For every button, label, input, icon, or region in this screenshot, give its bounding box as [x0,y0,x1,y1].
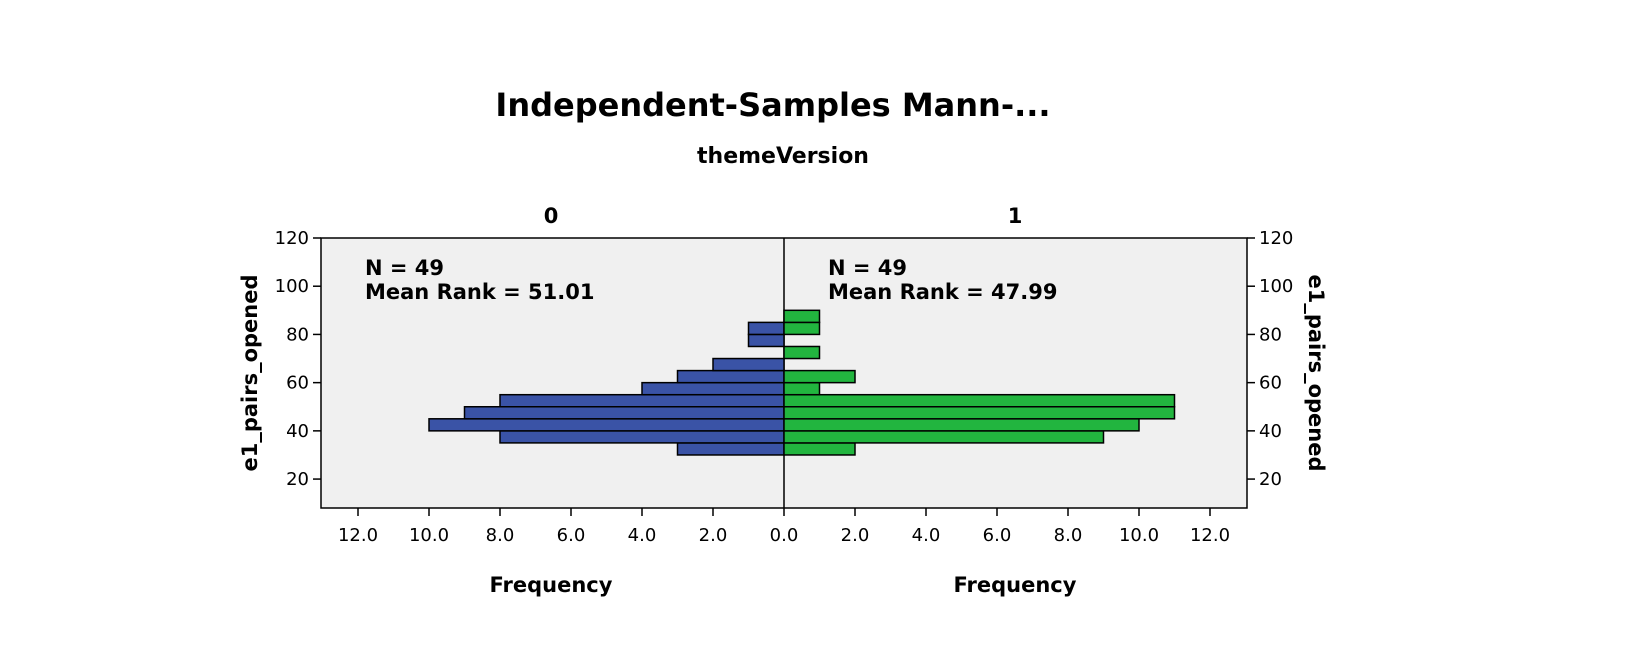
x-tick-label: 4.0 [628,525,657,546]
bars-layer [428,309,1176,456]
x-tick-label: 6.0 [557,525,586,546]
x-tick-label: 6.0 [983,525,1012,546]
chart-title: Independent-Samples Mann-... [495,86,1050,124]
left-histogram-bar [712,357,785,372]
left-n-label: N = 49 [365,256,444,280]
right-y-axis-title: e1_pairs_opened [1304,274,1328,471]
x-tick-label: 0.0 [770,525,799,546]
left-y-tick-label: 80 [286,324,309,345]
left-histogram-bar [641,381,785,396]
x-tick-label: 12.0 [338,525,378,546]
left-histogram-bar [747,333,785,348]
panel-label-left: 0 [544,204,559,228]
left-histogram-bar [676,369,785,384]
right-n-label: N = 49 [828,256,907,280]
left-histogram-bar [676,442,785,456]
right-mean-rank-label: Mean Rank = 47.99 [828,280,1057,304]
left-y-tick-label: 100 [275,276,309,297]
left-y-axis-title: e1_pairs_opened [238,274,262,471]
x-tick-label: 8.0 [486,525,515,546]
right-y-tick-label: 60 [1259,373,1282,394]
left-y-tick-label: 60 [286,373,309,394]
right-y-tick-label: 20 [1259,469,1282,490]
left-histogram-bar [463,406,785,420]
axes-layer: 20 20 40 40 60 60 80 80 100 100 120 120 12.0 10.0 8.0 6… [275,228,1294,546]
right-histogram-bar [783,442,856,456]
right-y-tick-label: 80 [1259,324,1282,345]
right-histogram-bar [783,406,1176,420]
left-y-tick-label: 120 [275,228,309,249]
left-x-axis-title: Frequency [490,573,613,597]
right-histogram-bar [783,345,821,360]
x-tick-label: 4.0 [912,525,941,546]
left-histogram-bar [499,393,785,408]
right-y-tick-label: 100 [1259,276,1293,297]
x-tick-label: 10.0 [1119,525,1159,546]
left-y-tick-label: 20 [286,469,309,490]
right-histogram-bar [783,381,821,396]
chart-subtitle: themeVersion [697,144,869,169]
x-tick-label: 2.0 [699,525,728,546]
left-histogram-bar [499,430,785,444]
left-mean-rank-label: Mean Rank = 51.01 [365,280,594,304]
x-tick-label: 10.0 [409,525,449,546]
right-y-tick-label: 120 [1259,228,1293,249]
right-x-axis-title: Frequency [954,573,1077,597]
right-histogram-bar [783,309,821,324]
right-histogram-bar [783,430,1105,444]
right-y-tick-label: 40 [1259,421,1282,442]
left-histogram-bar [428,418,785,432]
left-y-tick-label: 40 [286,421,309,442]
x-tick-label: 8.0 [1054,525,1083,546]
x-tick-label: 2.0 [841,525,870,546]
right-histogram-bar [783,418,1140,432]
right-histogram-bar [783,393,1176,408]
x-tick-label: 12.0 [1190,525,1230,546]
left-histogram-bar [747,321,785,336]
right-histogram-bar [783,369,856,384]
right-histogram-bar [783,321,821,336]
panel-label-right: 1 [1008,204,1023,228]
